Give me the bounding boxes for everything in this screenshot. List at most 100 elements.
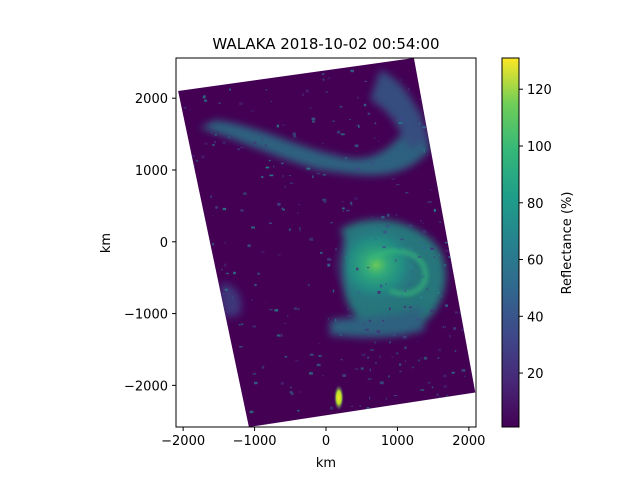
speckle-dot (419, 98, 424, 101)
speckle-dot (381, 216, 385, 219)
speckle-dot (253, 141, 257, 144)
speckle-dot (322, 375, 324, 377)
speckle-dot (389, 307, 391, 311)
speckle-dot (430, 189, 432, 191)
cloud-west (219, 282, 242, 318)
speckle-dot (367, 378, 372, 380)
speckle-dot (354, 368, 359, 370)
speckle-dot (400, 116, 404, 120)
speckle-dot (291, 392, 294, 396)
speckle-dot (277, 254, 281, 256)
y-tick-label: −1000 (124, 308, 168, 323)
speckle-dot (318, 343, 320, 345)
speckle-dot (418, 122, 420, 125)
speckle-dot (408, 224, 413, 227)
speckle-dot (430, 309, 434, 312)
colorbar-ticks: 20 40 60 80 100 120 (519, 83, 552, 382)
speckle-dot (463, 375, 466, 378)
speckle-dot (388, 163, 391, 166)
speckle-dot (293, 307, 298, 310)
speckle-dot (437, 348, 442, 352)
bright-spot (333, 384, 344, 411)
speckle-dot (398, 247, 402, 251)
speckle-dot (316, 363, 321, 367)
speckle-dot (222, 141, 226, 145)
speckle-dot (215, 206, 218, 209)
speckle-dot (430, 247, 434, 250)
speckle-dot (289, 182, 294, 185)
speckle-dot (214, 134, 217, 136)
speckle-dot (281, 162, 284, 165)
speckle-dot (356, 124, 360, 127)
speckle-dot (422, 246, 427, 249)
speckle-dot (365, 335, 367, 339)
speckle-dot (449, 334, 451, 338)
speckle-dot (282, 175, 284, 178)
speckle-dot (233, 271, 236, 275)
y-axis-label: km (99, 233, 114, 253)
speckle-dot (387, 318, 390, 322)
speckle-dot (422, 230, 427, 234)
speckle-dot (392, 333, 396, 337)
speckle-dot (409, 306, 412, 308)
speckle-dot (342, 374, 346, 377)
speckle-dot (323, 200, 327, 203)
speckle-dot (400, 238, 404, 241)
speckle-dot (340, 133, 345, 136)
speckle-dot (297, 212, 299, 214)
speckle-dot (365, 306, 368, 309)
speckle-dot (433, 237, 435, 239)
speckle-dot (280, 382, 284, 385)
speckle-dot (367, 356, 370, 359)
y-tick-label: −2000 (124, 379, 168, 394)
speckle-dot (284, 356, 288, 358)
cyclone-core (331, 222, 421, 307)
speckle-dot (461, 328, 465, 332)
speckle-dot (433, 256, 435, 258)
speckle-dot (461, 369, 466, 372)
speckle-dot (353, 197, 358, 200)
speckle-dot (370, 216, 372, 218)
speckle-dot (385, 397, 387, 400)
speckle-dot (257, 272, 260, 275)
speckle-dot (240, 146, 244, 149)
speckle-dot (237, 148, 240, 151)
speckle-dot (281, 207, 283, 209)
speckle-dot (380, 284, 383, 288)
speckle-dot (400, 294, 403, 298)
speckle-dot (417, 340, 419, 342)
speckle-dot (293, 135, 297, 138)
speckle-dot (363, 103, 367, 107)
speckle-dot (404, 289, 407, 293)
speckle-dot (354, 144, 359, 148)
speckle-dot (399, 370, 402, 373)
speckle-dot (361, 353, 366, 356)
speckle-dot (419, 233, 421, 236)
speckle-dot (276, 124, 280, 128)
speckle-dot (382, 246, 386, 249)
speckle-dot (420, 389, 425, 391)
speckle-dot (459, 312, 461, 315)
speckle-dot (367, 112, 371, 115)
speckle-dot (443, 385, 448, 388)
y-tick-label: 1000 (135, 164, 168, 179)
speckle-dot (368, 319, 372, 322)
speckle-dot (406, 283, 411, 286)
speckle-dot (224, 288, 228, 291)
speckle-dot (404, 346, 407, 350)
x-axis-label: km (316, 456, 336, 471)
speckle-dot (273, 165, 275, 168)
speckle-dot (297, 410, 300, 412)
speckle-dot (335, 248, 337, 250)
speckle-dot (240, 209, 244, 212)
speckle-dot (280, 334, 283, 337)
speckle-dot (250, 110, 255, 112)
speckle-dot (396, 184, 400, 186)
speckle-dot (477, 258, 478, 260)
speckle-dot (395, 259, 397, 262)
speckle-dot (420, 219, 422, 223)
speckle-dot (212, 144, 215, 146)
speckle-dot (274, 309, 279, 312)
speckle-dot (232, 297, 233, 299)
speckle-dot (428, 201, 432, 203)
